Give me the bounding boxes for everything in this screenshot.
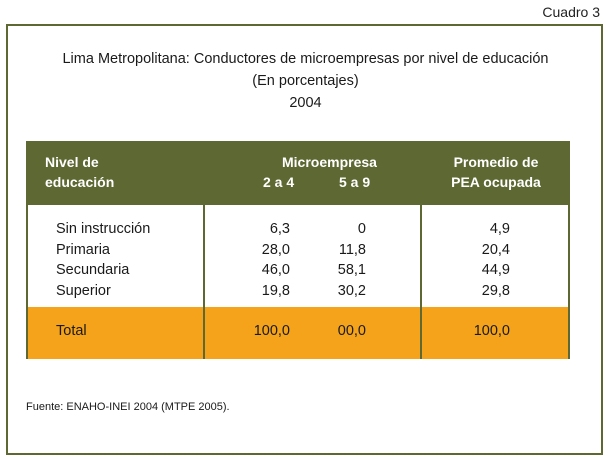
total-2a4: 100,0 <box>253 323 290 339</box>
row-2a4: 28,0 <box>261 241 290 258</box>
header-microempresa: Microempresa <box>282 154 377 170</box>
total-label: Total <box>56 323 87 339</box>
table-header: Nivel de educación Microempresa 2 a 4 5 … <box>26 141 570 205</box>
total-pea: 100,0 <box>473 323 510 339</box>
source-note: Fuente: ENAHO-INEI 2004 (MTPE 2005). <box>26 401 230 413</box>
header-promedio: Promedio de PEA ocupada <box>422 152 570 192</box>
row-nivel: Secundaria <box>56 262 130 278</box>
row-pea: 20,4 <box>481 241 510 258</box>
header-promedio-line-2: PEA ocupada <box>451 174 541 190</box>
header-nivel-line-1: Nivel de <box>45 154 99 170</box>
row-5a9: 11,8 <box>338 241 366 258</box>
row-5a9: 30,2 <box>337 282 366 299</box>
row-2a4: 46,0 <box>261 262 290 278</box>
header-nivel: Nivel de educación <box>45 152 114 192</box>
total-5a9: 00,0 <box>337 323 366 339</box>
cuadro-label: Cuadro 3 <box>542 4 600 20</box>
row-5a9: 0 <box>357 221 366 237</box>
row-pea: 4,9 <box>489 221 510 237</box>
row-5a9: 58,1 <box>337 262 366 278</box>
column-divider <box>420 141 422 359</box>
row-2a4: 6,3 <box>269 221 290 237</box>
title-line-1: Lima Metropolitana: Conductores de micro… <box>62 51 549 67</box>
row-nivel: Sin instrucción <box>56 221 151 237</box>
row-pea: 44,9 <box>481 262 510 278</box>
table-body: Sin instrucción 6,3 0 4,9 Primaria 28,0 … <box>26 205 570 307</box>
row-2a4: 19,8 <box>261 282 290 299</box>
column-divider <box>203 141 205 359</box>
data-table: Nivel de educación Microempresa 2 a 4 5 … <box>26 141 570 359</box>
header-2a4: 2 a 4 <box>263 174 295 190</box>
row-nivel: Primaria <box>56 241 110 258</box>
header-promedio-line-1: Promedio de <box>453 154 539 170</box>
header-nivel-line-2: educación <box>45 174 115 190</box>
title-line-3: 2004 <box>289 95 322 111</box>
total-row: Total 100,0 00,0 100,0 <box>26 307 570 359</box>
row-nivel: Superior <box>56 282 111 299</box>
row-pea: 29,8 <box>481 282 510 299</box>
title-line-2: (En porcentajes) <box>252 73 359 89</box>
header-5a9: 5 a 9 <box>339 174 371 190</box>
table-title: Lima Metropolitana: Conductores de micro… <box>0 48 611 114</box>
